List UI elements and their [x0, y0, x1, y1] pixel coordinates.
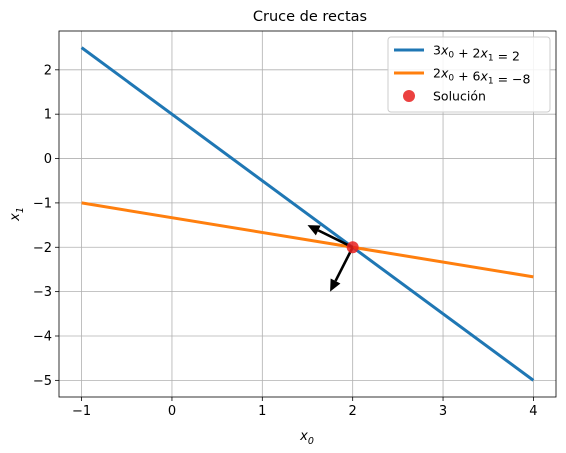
y-tick-label: 1: [44, 108, 52, 123]
plot-frame: [58, 30, 557, 398]
legend-swatch-solution: [403, 90, 415, 102]
gradient-arrow-1: [307, 225, 354, 249]
y-tick-label: −2: [33, 241, 52, 256]
gradient-arrow-2: [330, 246, 354, 292]
y-tick-label: 0: [44, 152, 52, 167]
x-tick-label: 1: [258, 404, 266, 419]
legend-box: [387, 36, 551, 113]
tick-layer: −1 0 1 2 3 4 2 1 0 −1 −2 −3 −4 −5: [33, 63, 538, 419]
series-layer: [80, 46, 535, 382]
arrow-layer: [307, 225, 354, 292]
chart-title: Cruce de rectas: [253, 9, 367, 25]
x-tick-label: 4: [529, 404, 537, 419]
legend-label-1: 3x0 + 2x1 = 2: [433, 43, 520, 64]
x-axis-label: x0: [299, 429, 314, 447]
x-tick-label: 2: [349, 404, 357, 419]
solution-marker: [346, 241, 359, 254]
series-line-1: [80, 46, 535, 382]
marker-layer: [346, 241, 359, 254]
x-tick-label: 0: [168, 404, 176, 419]
y-tick-label: −1: [33, 196, 52, 211]
series-line-2: [81, 201, 534, 279]
x-tick-label: 3: [439, 404, 447, 419]
y-tick-label: −4: [33, 330, 52, 345]
y-tick-label: −3: [33, 285, 52, 300]
x-tick-label: −1: [72, 404, 91, 419]
legend-label-2: 2x0 + 6x1 = −8: [433, 66, 531, 87]
y-tick-label: 2: [44, 63, 52, 78]
y-tick-label: −5: [33, 374, 52, 389]
y-axis-label: x1: [8, 207, 26, 222]
legend-label-solution: Solución: [433, 89, 486, 104]
